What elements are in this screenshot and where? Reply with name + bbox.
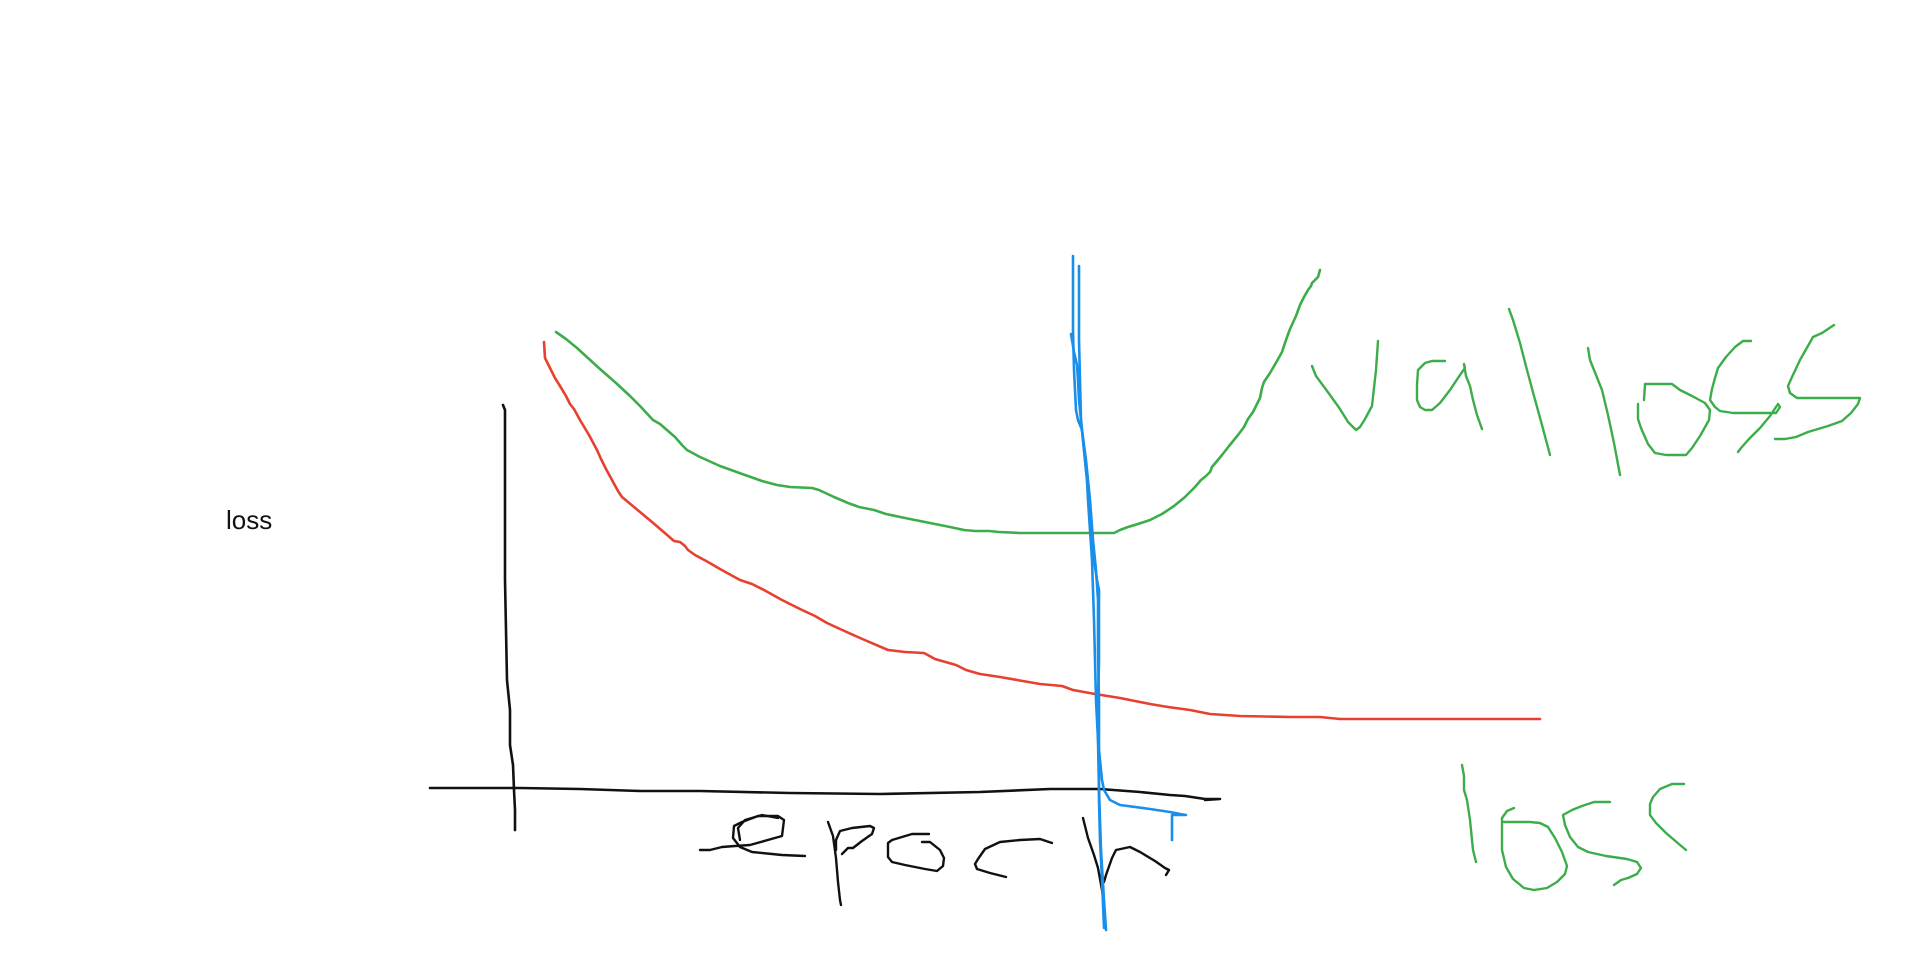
validation-loss-curve <box>554 268 1322 535</box>
training-handwritten-label <box>1460 763 1688 892</box>
x-axis-stroke <box>428 786 1222 802</box>
validation-handwritten-label <box>1310 307 1862 477</box>
y-axis-stroke <box>501 403 517 832</box>
training-loss-curve <box>542 340 1542 721</box>
early-stopping-marker <box>1069 254 1188 932</box>
y-axis-label: loss <box>226 505 273 535</box>
